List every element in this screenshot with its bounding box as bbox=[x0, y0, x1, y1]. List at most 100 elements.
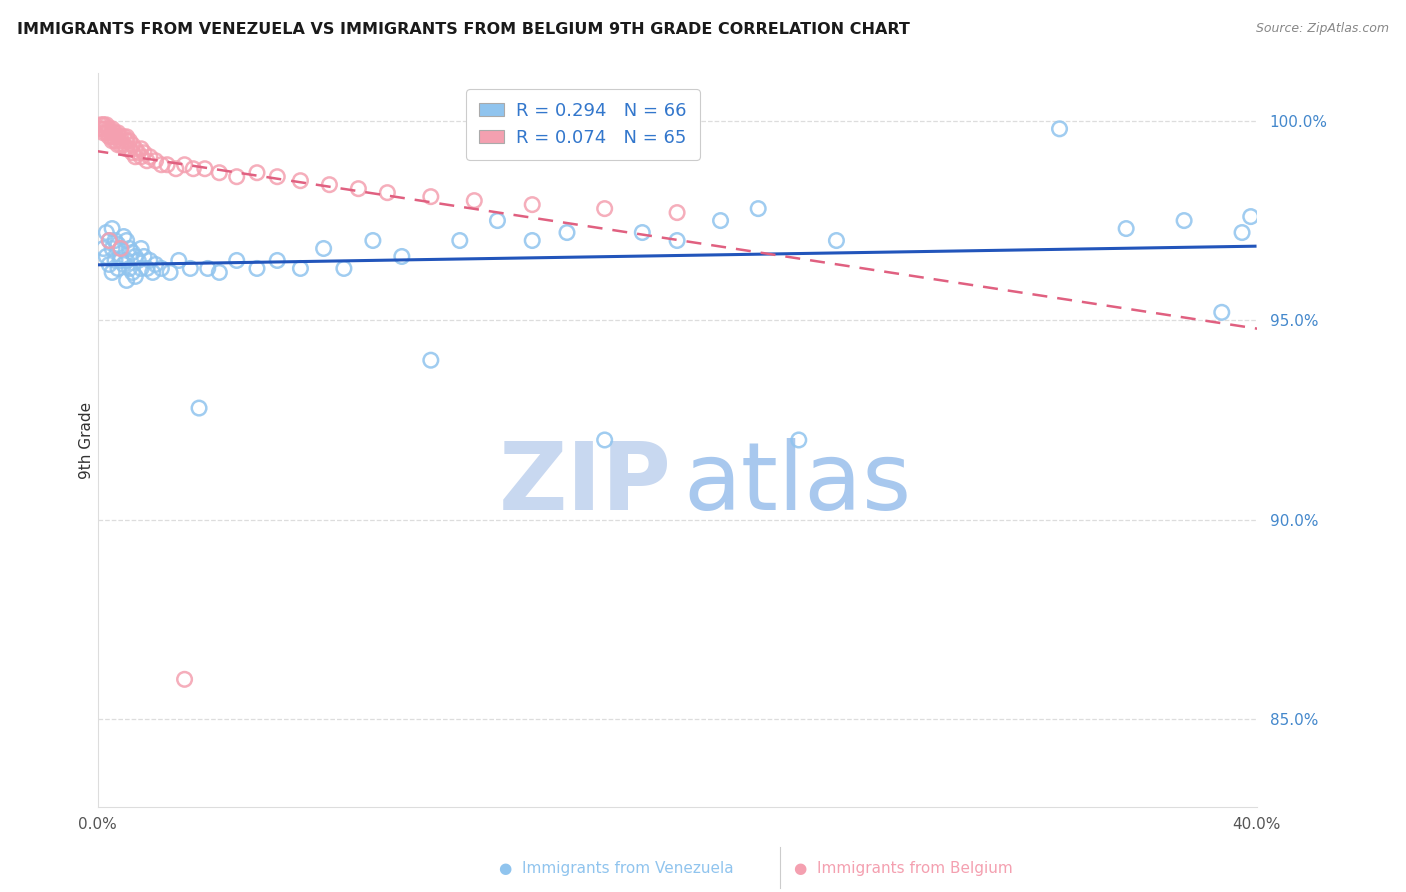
Point bbox=[98, 126, 121, 140]
Point bbox=[1230, 226, 1253, 240]
Legend: R = 0.294   N = 66, R = 0.074   N = 65: R = 0.294 N = 66, R = 0.074 N = 65 bbox=[465, 89, 700, 160]
Point bbox=[747, 202, 769, 216]
Point bbox=[129, 261, 152, 276]
Point bbox=[124, 150, 146, 164]
Point bbox=[124, 250, 146, 264]
Point bbox=[115, 273, 138, 287]
Point bbox=[104, 253, 127, 268]
Point bbox=[825, 234, 848, 248]
Point bbox=[121, 265, 143, 279]
Point bbox=[225, 169, 247, 184]
Point bbox=[156, 158, 179, 172]
Text: Source: ZipAtlas.com: Source: ZipAtlas.com bbox=[1256, 22, 1389, 36]
Point bbox=[246, 261, 269, 276]
Point bbox=[347, 182, 370, 196]
Point bbox=[96, 118, 118, 132]
Point bbox=[666, 234, 689, 248]
Point bbox=[124, 142, 146, 156]
Point bbox=[115, 234, 138, 248]
Point bbox=[391, 250, 413, 264]
Point bbox=[110, 137, 132, 152]
Point bbox=[290, 174, 312, 188]
Point bbox=[631, 226, 654, 240]
Point bbox=[93, 118, 115, 132]
Point bbox=[98, 234, 121, 248]
Point bbox=[107, 126, 129, 140]
Point bbox=[96, 250, 118, 264]
Point bbox=[101, 129, 124, 144]
Point bbox=[93, 126, 115, 140]
Point bbox=[142, 265, 165, 279]
Point bbox=[208, 166, 231, 180]
Point bbox=[181, 161, 204, 176]
Point bbox=[179, 261, 201, 276]
Point bbox=[129, 150, 152, 164]
Point bbox=[93, 242, 115, 256]
Point bbox=[118, 142, 141, 156]
Point bbox=[208, 265, 231, 279]
Point bbox=[93, 118, 115, 132]
Point bbox=[135, 261, 157, 276]
Point bbox=[290, 261, 312, 276]
Point bbox=[419, 189, 441, 203]
Point bbox=[449, 234, 471, 248]
Point bbox=[194, 161, 217, 176]
Point bbox=[98, 257, 121, 271]
Point bbox=[112, 129, 135, 144]
Point bbox=[127, 253, 149, 268]
Point bbox=[709, 213, 731, 227]
Y-axis label: 9th Grade: 9th Grade bbox=[79, 401, 94, 478]
Point bbox=[101, 126, 124, 140]
Point bbox=[104, 134, 127, 148]
Point bbox=[96, 121, 118, 136]
Text: ZIP: ZIP bbox=[498, 438, 671, 530]
Point bbox=[197, 261, 219, 276]
Text: ●  Immigrants from Belgium: ● Immigrants from Belgium bbox=[794, 861, 1014, 876]
Point bbox=[463, 194, 485, 208]
Point bbox=[225, 253, 247, 268]
Point bbox=[98, 129, 121, 144]
Point bbox=[104, 129, 127, 144]
Point bbox=[145, 257, 167, 271]
Point bbox=[555, 226, 578, 240]
Point bbox=[312, 242, 335, 256]
Point bbox=[118, 242, 141, 256]
Point bbox=[129, 242, 152, 256]
Point bbox=[333, 261, 356, 276]
Point bbox=[93, 121, 115, 136]
Point bbox=[118, 134, 141, 148]
Point bbox=[110, 253, 132, 268]
Point bbox=[1211, 305, 1233, 319]
Point bbox=[101, 121, 124, 136]
Point bbox=[90, 121, 112, 136]
Point bbox=[98, 121, 121, 136]
Point bbox=[112, 137, 135, 152]
Point bbox=[107, 237, 129, 252]
Point bbox=[377, 186, 399, 200]
Text: atlas: atlas bbox=[683, 438, 911, 530]
Point bbox=[101, 134, 124, 148]
Point bbox=[112, 229, 135, 244]
Point bbox=[361, 234, 384, 248]
Point bbox=[110, 242, 132, 256]
Point bbox=[419, 353, 441, 368]
Point bbox=[127, 145, 149, 160]
Point bbox=[159, 265, 181, 279]
Point bbox=[115, 142, 138, 156]
Point bbox=[104, 234, 127, 248]
Point bbox=[110, 134, 132, 148]
Point bbox=[132, 145, 155, 160]
Point bbox=[96, 226, 118, 240]
Point bbox=[101, 221, 124, 235]
Point bbox=[150, 261, 173, 276]
Point bbox=[1049, 121, 1071, 136]
Point bbox=[101, 265, 124, 279]
Point bbox=[522, 197, 544, 211]
Point bbox=[110, 242, 132, 256]
Point bbox=[266, 169, 288, 184]
Point bbox=[593, 433, 616, 447]
Point bbox=[145, 153, 167, 168]
Point bbox=[486, 213, 509, 227]
Point bbox=[139, 150, 162, 164]
Text: ●  Immigrants from Venezuela: ● Immigrants from Venezuela bbox=[499, 861, 734, 876]
